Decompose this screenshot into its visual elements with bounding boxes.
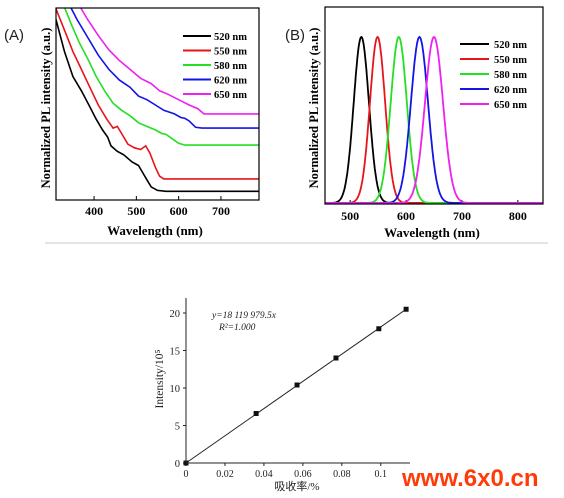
panel-a-label: (A) xyxy=(4,27,24,44)
chart-b-legend-label: 520 nm xyxy=(494,40,527,51)
chart-c-ylabel: Intensity/10⁵ xyxy=(154,350,166,409)
chart-b-legend-label: 580 nm xyxy=(494,70,527,81)
chart-a-legend-label: 650 nm xyxy=(214,90,247,101)
chart-b-legend: 520 nm 550 nm 580 nm 620 nm 650 nm xyxy=(460,40,527,111)
chart-a-legend-label: 580 nm xyxy=(214,61,247,72)
chart-b-x-tick-label: 600 xyxy=(397,209,415,223)
chart-b-x-tick-label: 700 xyxy=(453,209,471,223)
chart-b-xlabel: Wavelength (nm) xyxy=(384,225,480,240)
chart-b-ylabel: Normalized PL intensity (a.u.) xyxy=(307,28,321,189)
chart-a-series-line xyxy=(56,8,259,180)
chart-b-x-tick-label: 800 xyxy=(509,209,527,223)
chart-b-x-tick-label: 500 xyxy=(341,209,359,223)
panel-b-label: (B) xyxy=(285,27,305,44)
chart-c-x-tick-label: 0 xyxy=(184,469,189,480)
chart-c-data-point xyxy=(403,306,409,312)
chart-c-x-tick-label: 0.02 xyxy=(216,469,234,480)
chart-a-x-tick-label: 600 xyxy=(170,204,188,218)
chart-a-series-line xyxy=(79,8,259,115)
chart-a-legend-label: 620 nm xyxy=(214,76,247,87)
chart-b-legend-label: 650 nm xyxy=(494,100,527,111)
chart-c-y-tick-label: 20 xyxy=(170,309,181,320)
chart-c-plot: Intensity/10⁵ 吸收率/% y=18 119 979.5x R²=1… xyxy=(154,298,410,493)
chart-a-x-tick-label: 400 xyxy=(85,204,103,218)
chart-c-y-tick-label: 10 xyxy=(170,384,181,395)
chart-c-xlabel: 吸收率/% xyxy=(274,479,319,493)
chart-a-series-line xyxy=(70,8,259,129)
chart-a-series-line xyxy=(63,8,259,146)
chart-a-ylabel: Normalized PL intensity (a.u.) xyxy=(39,28,53,189)
chart-a-frame xyxy=(55,7,260,201)
chart-c-y-tick-label: 0 xyxy=(175,459,180,470)
chart-b-series-line xyxy=(325,35,543,204)
chart-c-x-tick-label: 0.04 xyxy=(255,469,273,480)
chart-a-legend-label: 550 nm xyxy=(214,47,247,58)
chart-a-x-tick-label: 700 xyxy=(212,204,230,218)
chart-c-equation: y=18 119 979.5x xyxy=(211,311,277,321)
chart-b-frame xyxy=(324,6,544,205)
chart-a-legend: 520 nm 550 nm 580 nm 620 nm 650 nm xyxy=(183,32,247,101)
chart-b-legend-label: 620 nm xyxy=(494,85,527,96)
watermark-text: www.6x0.cn xyxy=(401,465,539,492)
chart-c-x-tick-label: 0.08 xyxy=(333,469,351,480)
chart-a-x-tick-label: 500 xyxy=(127,204,145,218)
chart-c-data-point xyxy=(376,326,382,332)
chart-c-data-point xyxy=(253,411,259,416)
chart-b-plot: Normalized PL intensity (a.u.) Wavelengt… xyxy=(307,6,544,240)
chart-a-series-line xyxy=(56,19,259,193)
chart-c-data-point xyxy=(333,355,339,361)
chart-c-x-tick-label: 0.1 xyxy=(375,469,388,480)
chart-a-plot: Normalized PL intensity (a.u.) Wavelengt… xyxy=(39,7,260,238)
chart-a-legend-label: 520 nm xyxy=(214,32,247,43)
chart-c-y-tick-label: 5 xyxy=(175,422,180,433)
chart-b-legend-label: 550 nm xyxy=(494,55,527,66)
chart-c-data-point xyxy=(294,382,300,388)
chart-c-y-tick-label: 15 xyxy=(170,347,181,358)
chart-c-r2: R²=1.000 xyxy=(218,323,256,333)
chart-a-xlabel: Wavelength (nm) xyxy=(107,223,203,238)
chart-c-x-tick-label: 0.06 xyxy=(294,469,312,480)
